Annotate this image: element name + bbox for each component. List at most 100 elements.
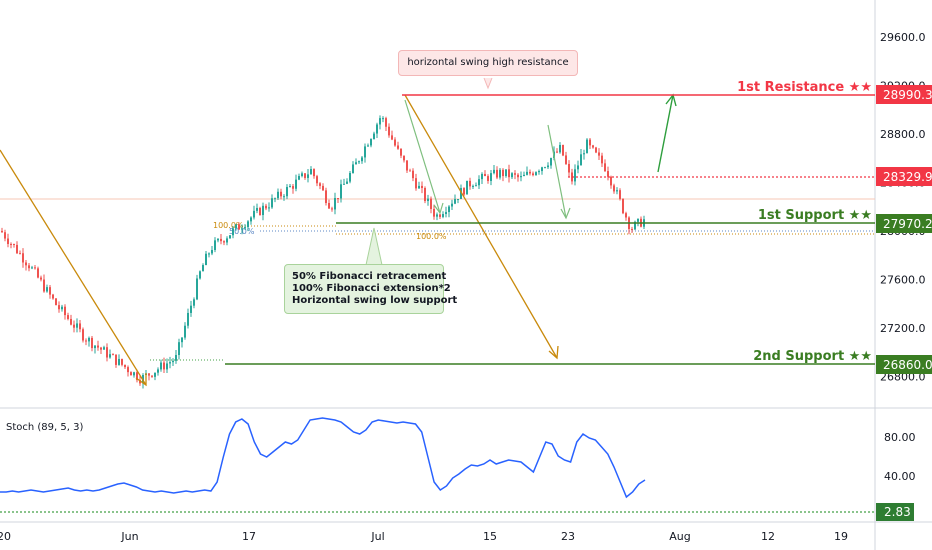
candle-down [22, 253, 24, 263]
time-axis-tick: 15 [483, 530, 497, 543]
candle-up [229, 235, 231, 239]
time-axis-tick: Jun [120, 530, 138, 543]
candle-up [505, 169, 507, 177]
candle-up [157, 369, 159, 373]
price-tag [876, 85, 932, 104]
candle-down [595, 147, 597, 153]
candle-up [535, 172, 537, 176]
candle-up [499, 169, 501, 178]
candle-up [358, 161, 360, 163]
candle-down [115, 354, 117, 365]
resistance-note[interactable]: horizontal swing high resistance [398, 50, 578, 76]
candle-down [409, 170, 411, 172]
price-tag-value: 28329.9 [883, 170, 932, 184]
candle-down [19, 253, 21, 255]
candle-up [538, 171, 540, 173]
candle-down [124, 364, 126, 368]
candle-down [49, 287, 51, 295]
candle-up [586, 139, 588, 154]
candle-up [520, 176, 522, 178]
candle-up [460, 188, 462, 200]
candle-down [58, 305, 60, 310]
candle-down [622, 198, 624, 214]
candle-up [178, 342, 180, 356]
candle-up [454, 199, 456, 204]
price-axis-tick: 27600.0 [880, 273, 926, 286]
candle-up [298, 176, 300, 180]
pullback-arrowhead-1 [433, 202, 444, 215]
candle-up [310, 169, 312, 175]
candle-down [385, 118, 387, 127]
candle-up [175, 355, 177, 361]
candle-up [340, 184, 342, 199]
candle-down [529, 171, 531, 174]
candle-down [313, 169, 315, 177]
candle-down [406, 160, 408, 171]
candle-down [52, 294, 54, 299]
candle-up [295, 179, 297, 189]
candle-up [76, 323, 78, 328]
candle-down [280, 191, 282, 197]
candle-up [118, 358, 120, 365]
candle-down [469, 180, 471, 187]
candle-down [484, 173, 486, 177]
level-resistance-1[interactable]: 1st Resistance ★★ 28990.3 [402, 80, 932, 104]
candle-up [187, 312, 189, 326]
candle-up [199, 271, 201, 279]
candle-up [634, 221, 636, 230]
price-tag-value: 28990.3 [883, 88, 932, 102]
time-axis-tick: 23 [561, 530, 575, 543]
candle-down [121, 358, 123, 365]
candle-down [223, 241, 225, 243]
candle-down [67, 315, 69, 319]
stoch-value-tag [876, 503, 914, 521]
candle-up [289, 186, 291, 188]
candle-down [139, 380, 141, 384]
candle-up [481, 173, 483, 180]
support-note-line-1: 50% Fibonacci retracement [292, 271, 447, 282]
candle-up [172, 360, 174, 363]
level-resistance-2[interactable]: 28329.9 [568, 167, 932, 186]
candle-down [508, 169, 510, 178]
candle-up [490, 173, 492, 181]
candle-down [292, 186, 294, 189]
downtrend-arrowhead-right [548, 345, 559, 360]
candle-up [457, 199, 459, 201]
candle-up [334, 198, 336, 210]
candle-up [541, 167, 543, 172]
stoch-value-tag-text: 2.83 [884, 505, 911, 519]
level-support-2[interactable]: 2nd Support ★★ 26860.0 [225, 349, 932, 374]
candle-up [154, 372, 156, 377]
candle-down [424, 187, 426, 202]
candle-down [304, 173, 306, 178]
candle-up [355, 162, 357, 165]
candle-down [73, 324, 75, 328]
candle-up [307, 174, 309, 178]
candle-down [163, 362, 165, 370]
candle-up [379, 118, 381, 125]
candle-up [364, 146, 366, 158]
support-note[interactable]: 50% Fibonacci retracement 100% Fibonacci… [284, 264, 457, 314]
price-tag-value: 26860.0 [883, 358, 932, 372]
stoch-indicator-title[interactable]: Stoch (89, 5, 3) [6, 422, 84, 433]
candle-up [268, 207, 270, 209]
candle-down [100, 347, 102, 350]
candle-down [397, 145, 399, 149]
candle-down [610, 176, 612, 186]
level-support-1[interactable]: 1st Support ★★ 27970.2 [336, 208, 932, 233]
candle-down [412, 170, 414, 179]
candle-up [181, 337, 183, 343]
price-tag [876, 167, 932, 186]
fib-label-100-left: 100.0% [213, 221, 244, 230]
candle-down [604, 163, 606, 172]
candle-down [463, 188, 465, 195]
candle-down [601, 155, 603, 164]
candle-up [373, 133, 375, 140]
candle-down [421, 185, 423, 188]
candle-down [514, 173, 516, 175]
candle-up [526, 171, 528, 175]
candle-up [184, 325, 186, 338]
candle-up [250, 217, 252, 222]
candle-down [130, 372, 132, 376]
